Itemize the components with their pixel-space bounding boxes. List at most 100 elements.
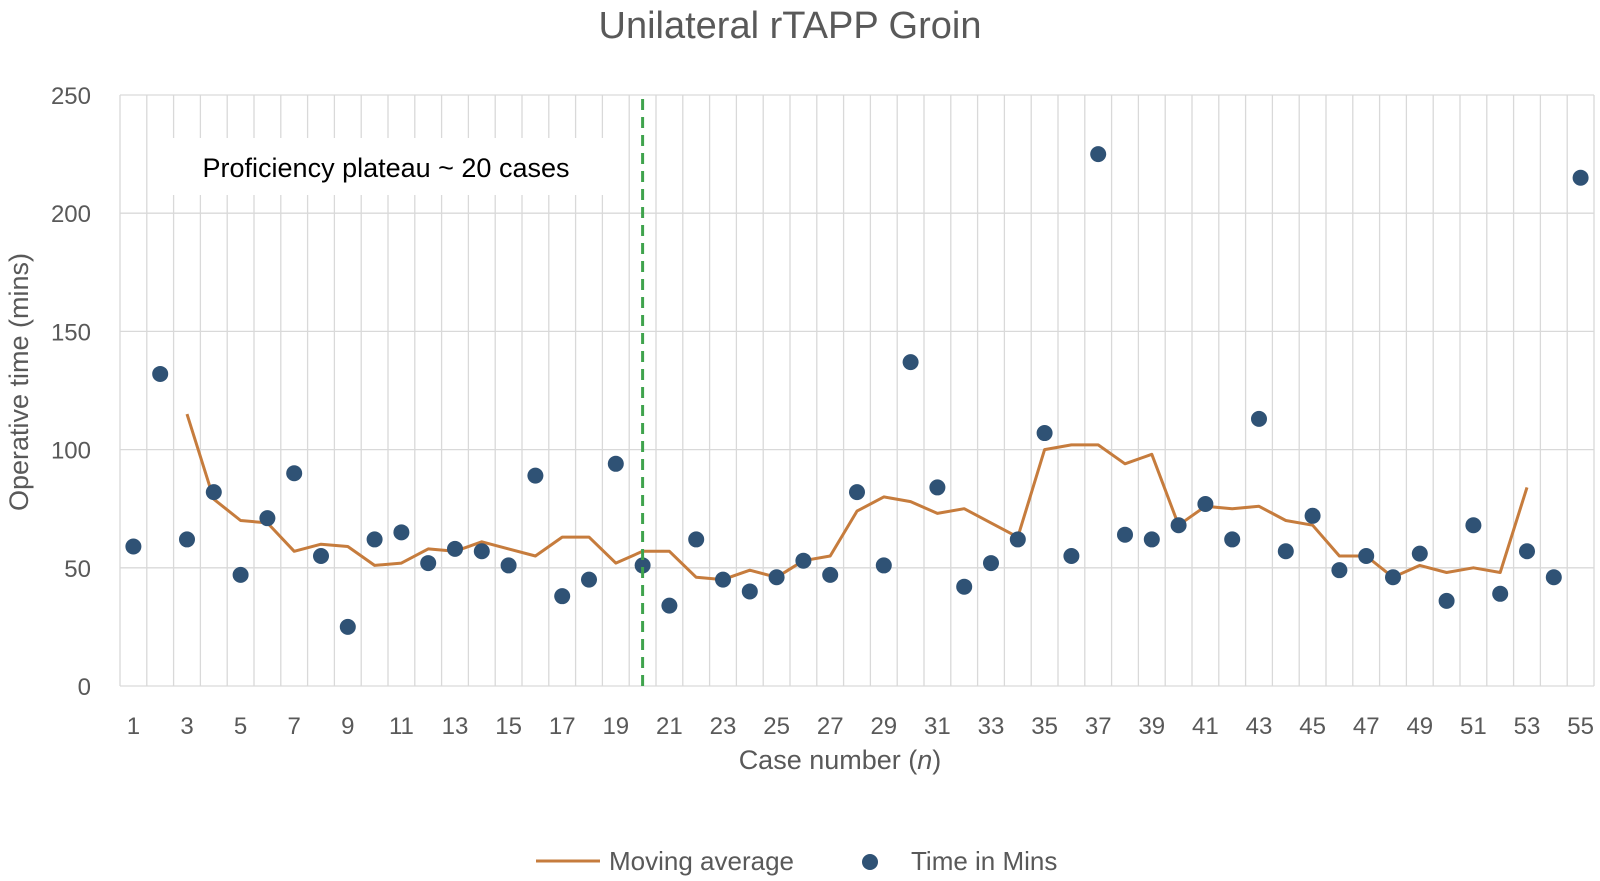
data-point bbox=[661, 597, 678, 614]
data-point bbox=[795, 552, 812, 569]
series-layer bbox=[125, 146, 1589, 635]
x-tick-label: 51 bbox=[1460, 713, 1487, 740]
moving-average-line bbox=[185, 413, 1529, 582]
data-point bbox=[741, 583, 758, 600]
data-point bbox=[849, 484, 865, 501]
data-point bbox=[607, 455, 624, 472]
data-point bbox=[1519, 543, 1535, 560]
data-point bbox=[1438, 592, 1455, 609]
data-point bbox=[339, 618, 356, 635]
x-tick-label: 1 bbox=[127, 713, 140, 740]
y-tick-label: 250 bbox=[51, 83, 91, 110]
plateau-annotation: Proficiency plateau ~ 20 cases bbox=[148, 138, 625, 195]
x-tick-label: 21 bbox=[656, 713, 683, 740]
legend-label-moving-average: Moving average bbox=[609, 846, 794, 876]
y-axis-title: Operative time (mins) bbox=[4, 253, 34, 511]
data-point bbox=[1143, 531, 1160, 548]
data-point bbox=[447, 540, 463, 557]
x-tick-label: 33 bbox=[978, 713, 1005, 740]
data-point bbox=[1411, 545, 1428, 562]
data-point bbox=[983, 555, 999, 572]
data-point bbox=[1385, 569, 1401, 586]
x-axis-title-suffix: ) bbox=[932, 745, 941, 775]
x-tick-label: 41 bbox=[1192, 713, 1219, 740]
data-point bbox=[1063, 547, 1080, 564]
data-point bbox=[179, 531, 195, 548]
data-point bbox=[688, 531, 705, 548]
x-axis: 1 3 5 7 9 11 13 15 17 19 21 23 25 27 29 31 33 35 37 39 41 43 4… bbox=[127, 713, 1594, 740]
data-point bbox=[1170, 517, 1187, 534]
data-point bbox=[1492, 585, 1509, 602]
data-point bbox=[500, 557, 517, 574]
x-axis-title-prefix: Case number ( bbox=[739, 745, 918, 775]
data-point bbox=[232, 566, 249, 583]
data-point bbox=[1117, 526, 1133, 543]
data-point bbox=[366, 531, 383, 548]
x-tick-label: 5 bbox=[234, 713, 247, 740]
data-point bbox=[1572, 169, 1589, 186]
data-point bbox=[473, 543, 490, 560]
x-axis-title: Case number (n) bbox=[739, 745, 942, 775]
data-point bbox=[1277, 543, 1294, 560]
x-axis-title-variable: n bbox=[917, 745, 932, 775]
x-tick-label: 25 bbox=[763, 713, 790, 740]
y-tick-label: 100 bbox=[51, 438, 91, 465]
annotation-box bbox=[148, 138, 625, 195]
x-tick-label: 37 bbox=[1085, 713, 1112, 740]
x-tick-label: 23 bbox=[710, 713, 737, 740]
data-point bbox=[259, 510, 276, 527]
data-point bbox=[715, 571, 731, 588]
x-tick-label: 45 bbox=[1299, 713, 1326, 740]
x-tick-label: 9 bbox=[341, 713, 354, 740]
data-point bbox=[875, 557, 892, 574]
legend: Moving average Time in Mins bbox=[536, 846, 1057, 876]
x-tick-label: 17 bbox=[549, 713, 576, 740]
y-tick-label: 150 bbox=[51, 319, 91, 346]
chart-title: Unilateral rTAPP Groin bbox=[599, 5, 982, 47]
data-point bbox=[313, 547, 329, 564]
data-point bbox=[152, 365, 169, 382]
legend-dot-swatch bbox=[862, 854, 878, 870]
data-point bbox=[1331, 562, 1348, 579]
y-tick-label: 200 bbox=[51, 201, 91, 228]
x-tick-label: 7 bbox=[288, 713, 301, 740]
data-point bbox=[125, 538, 142, 555]
data-point bbox=[581, 571, 597, 588]
x-tick-label: 27 bbox=[817, 713, 844, 740]
x-tick-label: 47 bbox=[1353, 713, 1380, 740]
legend-label-time-in-mins: Time in Mins bbox=[911, 846, 1057, 876]
y-tick-label: 50 bbox=[64, 556, 91, 583]
x-tick-label: 11 bbox=[389, 713, 414, 740]
annotation-text: Proficiency plateau ~ 20 cases bbox=[203, 153, 570, 183]
x-tick-label: 15 bbox=[495, 713, 522, 740]
x-tick-label: 53 bbox=[1514, 713, 1541, 740]
data-point bbox=[822, 566, 839, 583]
data-point bbox=[902, 354, 919, 371]
data-point bbox=[1545, 569, 1562, 586]
x-tick-label: 19 bbox=[602, 713, 629, 740]
data-point bbox=[956, 578, 973, 595]
data-point bbox=[1251, 410, 1267, 427]
x-tick-label: 13 bbox=[442, 713, 469, 740]
data-point bbox=[929, 479, 946, 496]
data-point bbox=[1465, 517, 1482, 534]
data-point bbox=[554, 588, 571, 605]
data-point bbox=[286, 465, 303, 482]
data-point bbox=[1358, 547, 1375, 564]
data-point bbox=[1197, 495, 1214, 512]
data-point bbox=[1036, 425, 1053, 442]
data-point bbox=[205, 484, 222, 501]
data-point bbox=[1090, 146, 1107, 163]
data-point bbox=[393, 524, 410, 541]
x-tick-label: 43 bbox=[1246, 713, 1273, 740]
x-tick-label: 31 bbox=[924, 713, 951, 740]
y-axis: 0 50 100 150 200 250 bbox=[51, 83, 91, 701]
data-point bbox=[1224, 531, 1241, 548]
x-tick-label: 49 bbox=[1406, 713, 1433, 740]
data-point bbox=[1304, 507, 1321, 524]
data-point bbox=[634, 557, 651, 574]
x-tick-label: 55 bbox=[1567, 713, 1594, 740]
y-tick-label: 0 bbox=[78, 674, 91, 701]
x-tick-label: 29 bbox=[870, 713, 897, 740]
